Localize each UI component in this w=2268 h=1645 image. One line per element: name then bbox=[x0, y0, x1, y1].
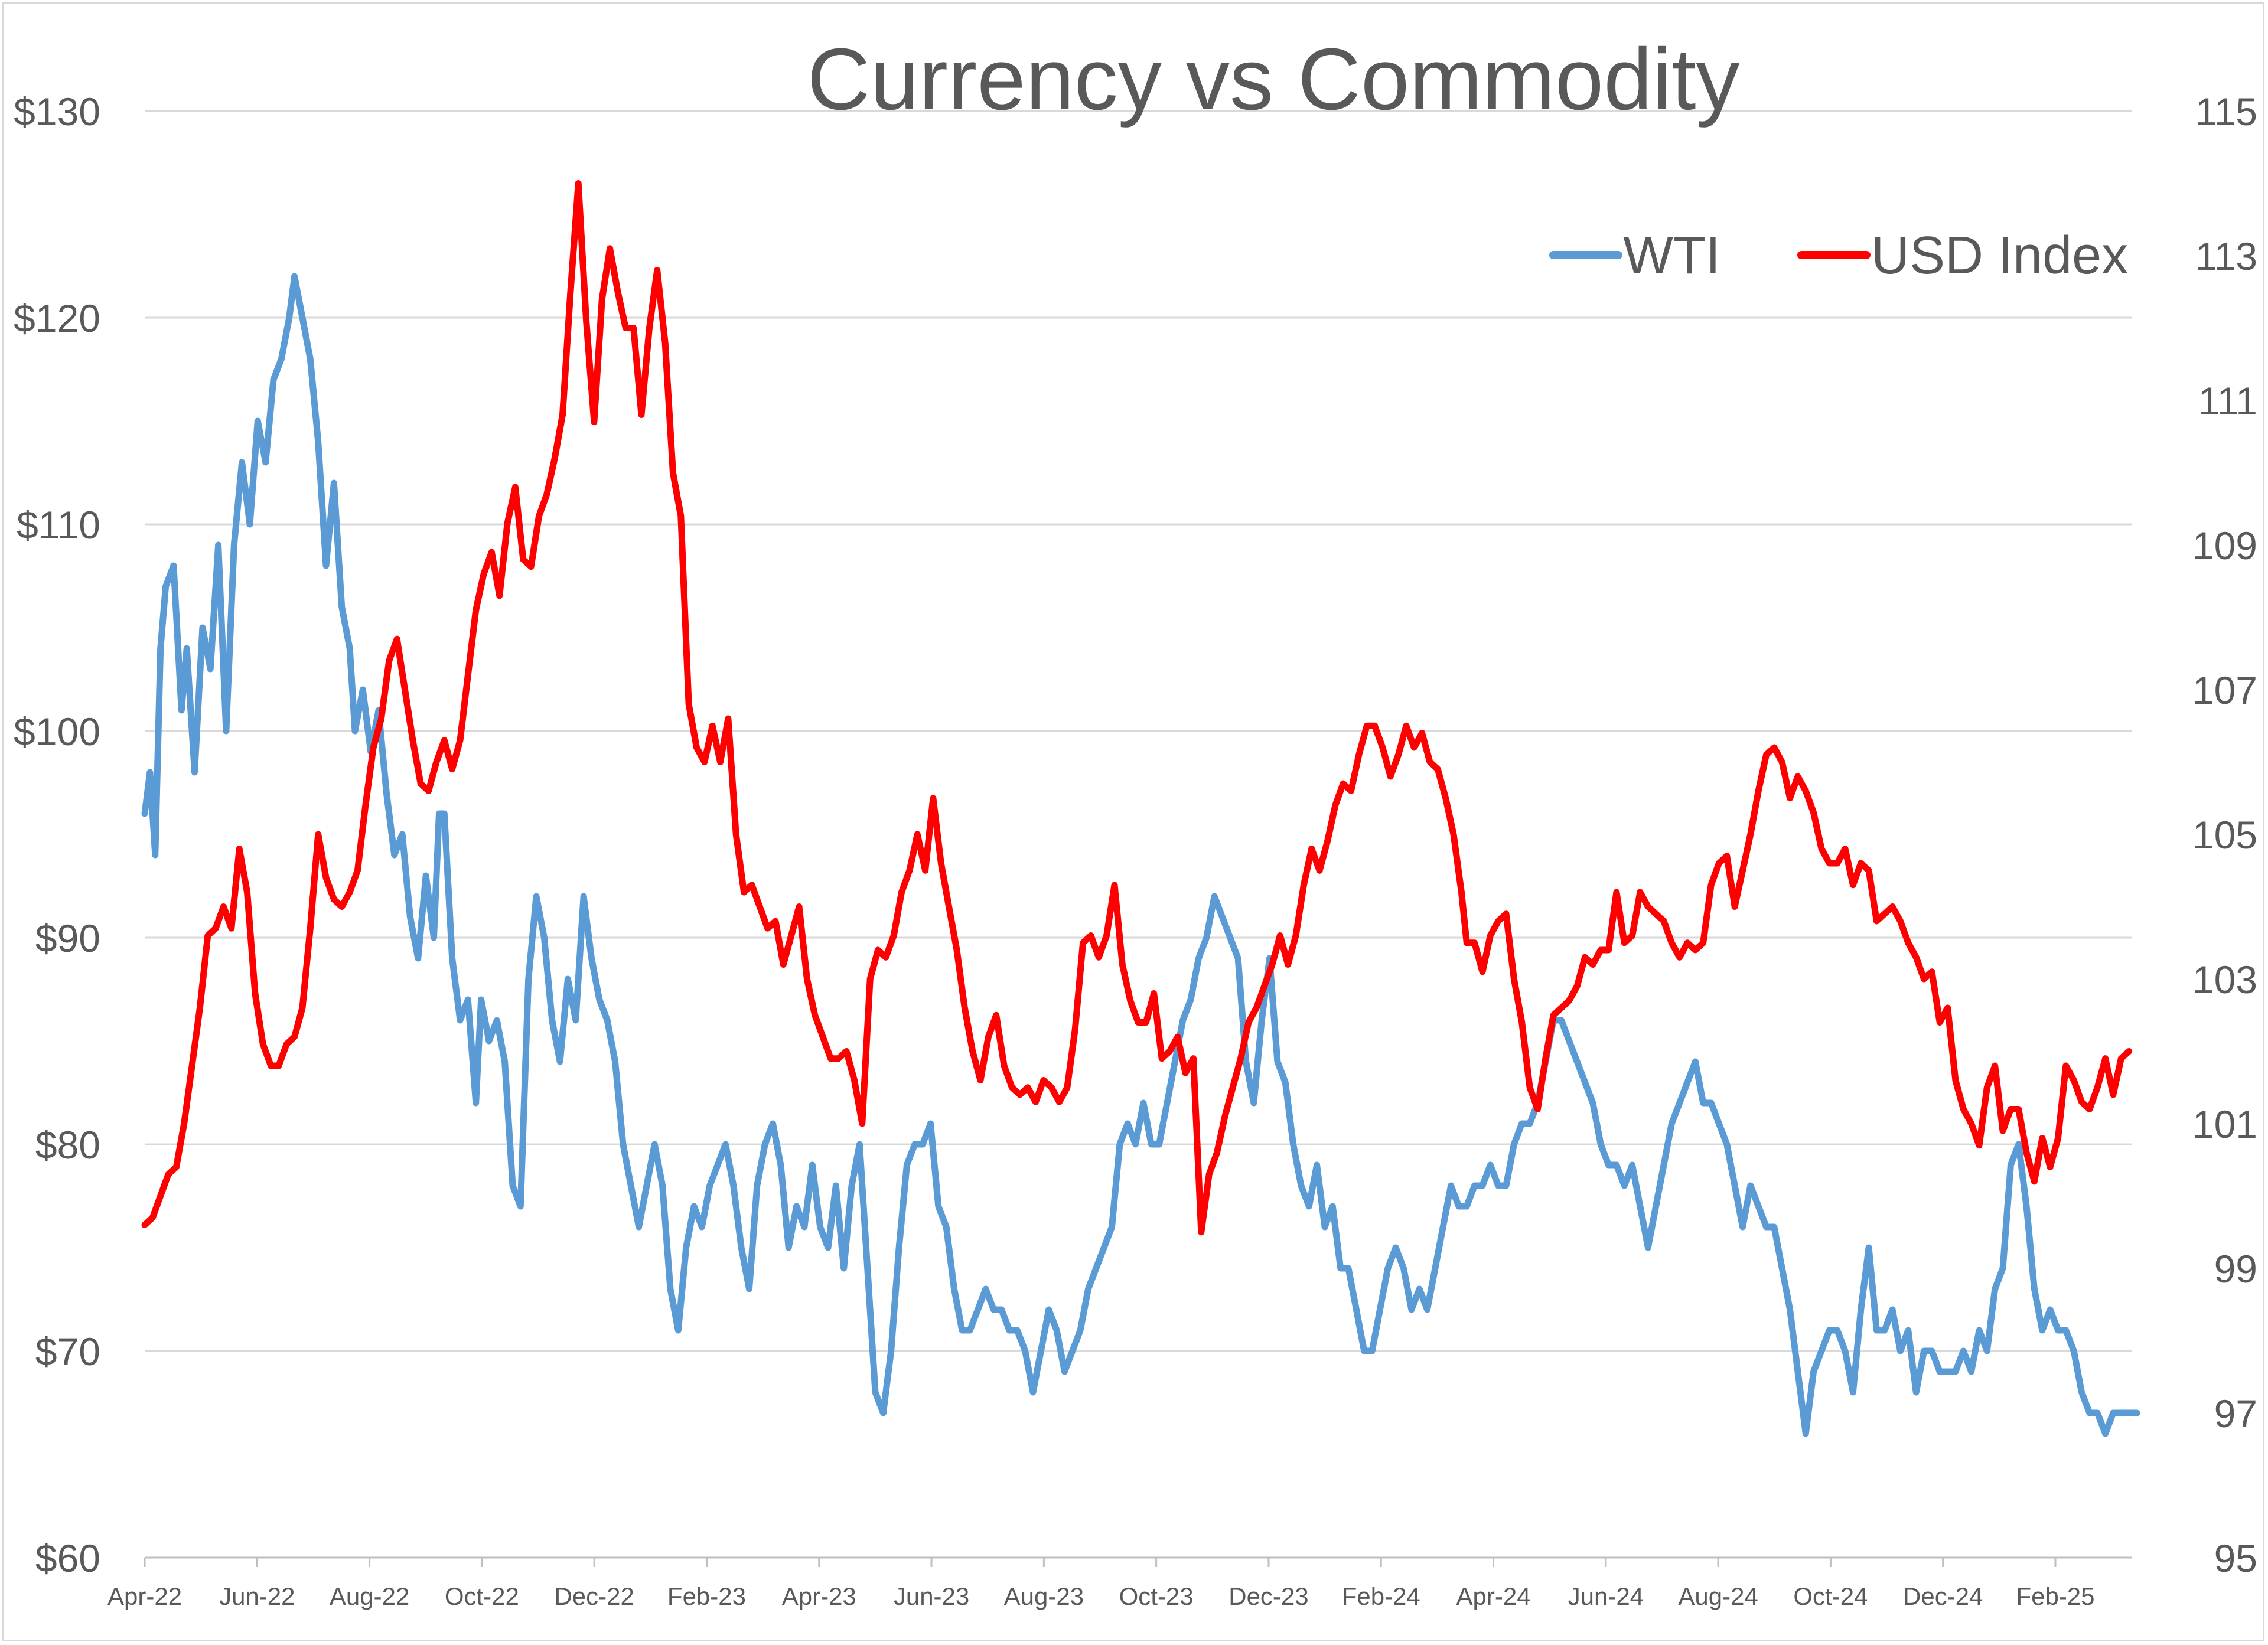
y-left-tick-label: $120 bbox=[14, 296, 100, 340]
x-tick-label: Jun-24 bbox=[1568, 1582, 1644, 1610]
y-right-tick-label: 103 bbox=[2192, 958, 2257, 1001]
x-tick-label: Aug-23 bbox=[1004, 1582, 1084, 1610]
x-tick-label: Oct-23 bbox=[1119, 1582, 1194, 1610]
y-right-tick-label: 105 bbox=[2192, 813, 2257, 857]
y-left-tick-label: $70 bbox=[35, 1330, 100, 1373]
series-line-wti bbox=[141, 273, 2140, 1437]
y-right-tick-label: 109 bbox=[2192, 524, 2257, 567]
y-left-tick-label: $100 bbox=[14, 710, 100, 753]
legend: WTI USD Index bbox=[1549, 226, 2128, 285]
x-tick-label: Oct-22 bbox=[445, 1582, 519, 1610]
legend-label-usd-index: USD Index bbox=[1871, 226, 2128, 285]
x-tick-label: Feb-25 bbox=[2016, 1582, 2094, 1610]
y-left-tick-label: $110 bbox=[17, 503, 100, 547]
series-line-usd-index bbox=[141, 180, 2133, 1236]
x-tick-label: Jun-23 bbox=[894, 1582, 969, 1610]
y-right-tick-label: 107 bbox=[2192, 668, 2257, 712]
x-tick-label: Jun-22 bbox=[219, 1582, 295, 1610]
x-tick-label: Aug-22 bbox=[330, 1582, 409, 1610]
series-lines bbox=[141, 180, 2140, 1437]
x-tick-label: Dec-23 bbox=[1228, 1582, 1308, 1610]
y-right-tick-label: 113 bbox=[2195, 234, 2257, 278]
y-left-tick-label: $80 bbox=[35, 1123, 100, 1167]
x-tick-label: Dec-24 bbox=[1903, 1582, 1983, 1610]
y-left-tick-label: $130 bbox=[14, 90, 100, 133]
x-tick-label: Feb-23 bbox=[667, 1582, 746, 1610]
x-tick-label: Apr-22 bbox=[107, 1582, 182, 1610]
chart-title: Currency vs Commodity bbox=[807, 31, 1739, 128]
y-right-tick-label: 111 bbox=[2198, 379, 2257, 423]
y-right-tick-label: 115 bbox=[2195, 90, 2257, 133]
axes: $60 $70 $80 $90 $100 $110 $120 $130 95 97 99 101 103… bbox=[14, 90, 2257, 1610]
legend-label-wti: WTI bbox=[1623, 226, 1720, 285]
y-right-tick-label: 95 bbox=[2214, 1536, 2257, 1580]
x-tick-label: Feb-24 bbox=[1342, 1582, 1420, 1610]
y-right-tick-label: 97 bbox=[2214, 1392, 2257, 1435]
y-left-tick-label: $90 bbox=[35, 916, 100, 960]
x-tick-label: Aug-24 bbox=[1678, 1582, 1758, 1610]
y-right-tick-label: 101 bbox=[2192, 1102, 2257, 1146]
x-tick-label: Oct-24 bbox=[1793, 1582, 1868, 1610]
x-tick-label: Apr-24 bbox=[1456, 1582, 1530, 1610]
x-tick-label: Dec-22 bbox=[554, 1582, 634, 1610]
x-tick-label: Apr-23 bbox=[782, 1582, 856, 1610]
y-right-tick-label: 99 bbox=[2214, 1247, 2257, 1291]
y-left-tick-label: $60 bbox=[35, 1536, 100, 1580]
gridlines bbox=[145, 110, 2132, 1352]
